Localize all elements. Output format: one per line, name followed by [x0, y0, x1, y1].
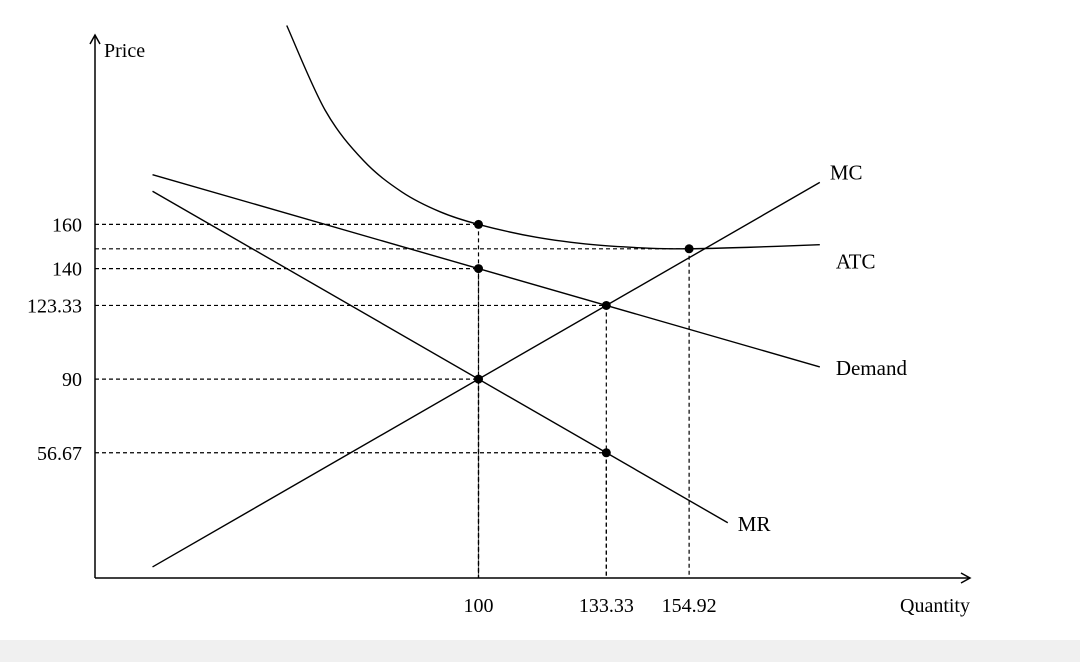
mc-label: MC	[830, 160, 863, 184]
data-point	[601, 448, 611, 458]
chart-svg: Price Quantity 160 140 123.33 90 56.67 100 133…	[27, 25, 972, 617]
axes-layer: Price Quantity	[89, 33, 972, 617]
demand-curve	[152, 174, 821, 368]
points-layer	[474, 219, 694, 458]
x-tick-label: 154.92	[662, 595, 717, 617]
mr-curve	[152, 190, 729, 524]
demand-label: Demand	[836, 356, 908, 380]
data-point	[474, 219, 483, 229]
x-axis-label: Quantity	[900, 595, 970, 617]
atc-label: ATC	[836, 250, 876, 274]
mr-label: MR	[738, 512, 771, 536]
data-point	[474, 264, 483, 274]
data-point	[601, 300, 611, 310]
chart-container: Price Quantity 160 140 123.33 90 56.67 100 133…	[0, 0, 1080, 640]
data-point	[684, 244, 694, 254]
atc-curve	[286, 25, 820, 250]
mc-curve	[152, 181, 821, 568]
y-axis-arrow	[89, 33, 101, 45]
x-axis-arrow	[960, 572, 972, 584]
series-labels-layer: Demand MR MC ATC	[738, 160, 908, 535]
y-axis-label: Price	[104, 40, 145, 62]
y-tick-label: 123.33	[27, 295, 82, 317]
y-tick-label: 90	[62, 369, 82, 391]
guides-layer	[95, 223, 690, 578]
y-tick-label: 160	[52, 214, 82, 236]
y-tick-label: 140	[52, 259, 82, 281]
y-tick-label: 56.67	[37, 443, 82, 465]
curves-layer	[152, 25, 821, 568]
x-tick-label: 100	[464, 595, 494, 617]
ticks-layer: 160 140 123.33 90 56.67 100 133.33 154.92	[27, 214, 717, 617]
x-tick-label: 133.33	[579, 595, 634, 617]
data-point	[474, 374, 483, 384]
